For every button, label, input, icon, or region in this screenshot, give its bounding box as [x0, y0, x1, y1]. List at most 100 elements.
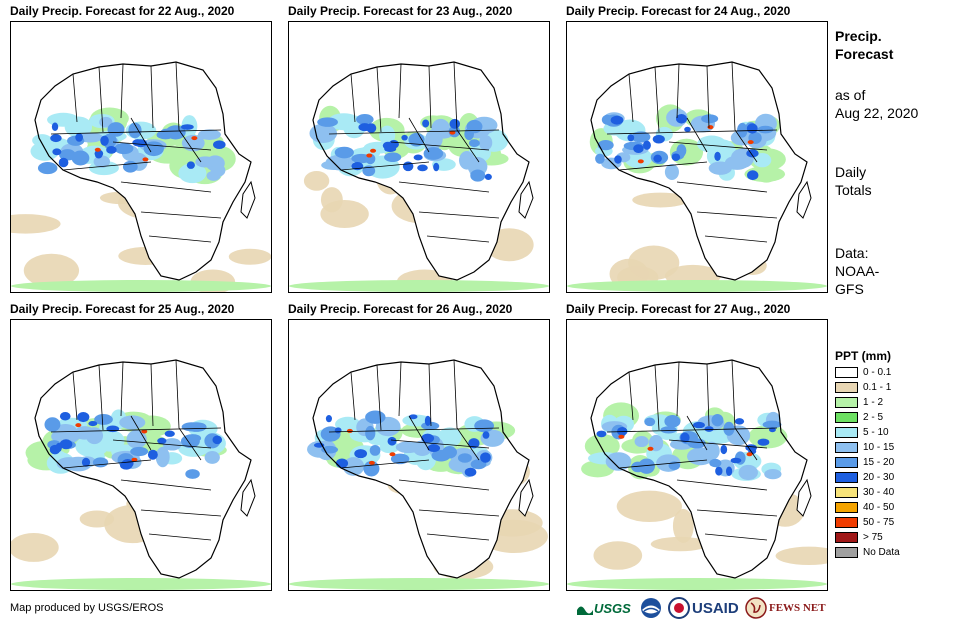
- precip-cell: [132, 139, 143, 147]
- precip-cell: [676, 113, 688, 124]
- precip-cell: [720, 444, 728, 455]
- country-border: [62, 459, 152, 469]
- precip-cell: [474, 419, 495, 433]
- africa-outline: [590, 359, 808, 579]
- africa-outline: [34, 359, 252, 579]
- country-border: [178, 427, 202, 461]
- as-of-value: Aug 22, 2020: [835, 105, 919, 121]
- precip-cell: [51, 428, 80, 445]
- heavy-precip-cell: [142, 157, 149, 162]
- legend-label: No Data: [863, 547, 900, 558]
- country-border: [654, 364, 660, 431]
- country-border: [696, 509, 778, 517]
- precip-cell: [325, 415, 332, 423]
- drizzle-patch: [672, 508, 694, 543]
- precip-cell: [334, 146, 354, 159]
- southern-ocean-band: [567, 280, 827, 292]
- precip-cell: [684, 126, 691, 132]
- africa-outline: [312, 359, 530, 579]
- precip-cell: [119, 460, 133, 470]
- precip-cell: [614, 155, 622, 164]
- precip-cell: [165, 125, 186, 140]
- africa-outline: [590, 61, 808, 281]
- drizzle-patch: [616, 490, 683, 523]
- legend-label: 40 - 50: [863, 502, 895, 513]
- precip-cell: [762, 420, 782, 429]
- legend-swatch: [835, 517, 858, 528]
- precip-cell: [210, 163, 226, 177]
- precip-cell: [704, 426, 714, 432]
- heavy-precip-cell: [746, 452, 753, 457]
- legend-swatch: [835, 547, 858, 558]
- precip-cell: [412, 440, 432, 457]
- precip-cell: [335, 458, 349, 469]
- precip-cell: [478, 135, 493, 151]
- country-border: [130, 117, 152, 153]
- country-border: [453, 359, 458, 429]
- precip-cell: [648, 434, 664, 452]
- africa-land: [35, 62, 251, 280]
- precip-cell: [335, 416, 361, 432]
- precip-cell: [701, 114, 719, 124]
- precip-cell: [596, 430, 607, 438]
- precip-cell: [664, 163, 679, 180]
- legend-swatch: [835, 442, 858, 453]
- precip-cell: [401, 134, 408, 141]
- precip-cell: [714, 151, 721, 161]
- country-border: [150, 65, 154, 129]
- credit-text: Map produced by USGS/EROS: [10, 602, 164, 614]
- precip-cell: [457, 453, 472, 463]
- precip-cell: [379, 125, 396, 145]
- precip-cell: [52, 148, 62, 156]
- country-border: [98, 364, 104, 431]
- precip-cell: [466, 119, 483, 134]
- legend-swatch: [835, 502, 858, 513]
- precip-cell: [753, 152, 772, 168]
- precip-cell: [50, 134, 62, 143]
- as-of-label: as of: [835, 87, 866, 103]
- country-border: [618, 161, 708, 171]
- country-border: [328, 129, 500, 135]
- precip-cell: [95, 151, 103, 159]
- precip-cell: [601, 114, 613, 125]
- legend-label: 30 - 40: [863, 487, 895, 498]
- precip-cell: [197, 129, 221, 140]
- precip-cell: [317, 117, 338, 127]
- drizzle-patch: [632, 192, 689, 208]
- country-border: [50, 427, 222, 433]
- madagascar-outline: [240, 180, 256, 219]
- precip-cell: [757, 438, 770, 446]
- precip-cell: [185, 422, 207, 432]
- precip-cell: [37, 162, 58, 175]
- southern-ocean-band: [11, 280, 271, 292]
- africa-outline: [34, 61, 252, 281]
- country-border: [676, 361, 680, 417]
- drizzle-patch: [23, 253, 80, 288]
- southern-ocean-band: [289, 280, 549, 292]
- precip-cell: [737, 122, 748, 138]
- precip-cell: [484, 173, 492, 180]
- country-border: [120, 181, 212, 193]
- country-border: [340, 161, 430, 171]
- country-border: [98, 66, 104, 133]
- precip-cell: [638, 458, 655, 474]
- precip-cell: [746, 123, 758, 134]
- precip-cell: [634, 436, 649, 448]
- legend-label: 50 - 75: [863, 517, 895, 528]
- country-border: [350, 73, 356, 123]
- country-border: [376, 66, 382, 133]
- totals-line2: Totals: [835, 182, 872, 198]
- precip-cell: [92, 457, 109, 468]
- precip-cell: [431, 449, 451, 462]
- country-border: [618, 459, 708, 469]
- country-border: [428, 65, 432, 129]
- map-title-line2: Forecast: [835, 46, 894, 62]
- heavy-precip-cell: [747, 140, 754, 145]
- legend-label: 5 - 10: [863, 427, 889, 438]
- legend-swatch: [835, 427, 858, 438]
- country-border: [112, 439, 212, 449]
- madagascar-outline: [796, 180, 812, 219]
- country-border: [120, 479, 212, 491]
- legend-swatch: [835, 487, 858, 498]
- country-border: [704, 235, 768, 243]
